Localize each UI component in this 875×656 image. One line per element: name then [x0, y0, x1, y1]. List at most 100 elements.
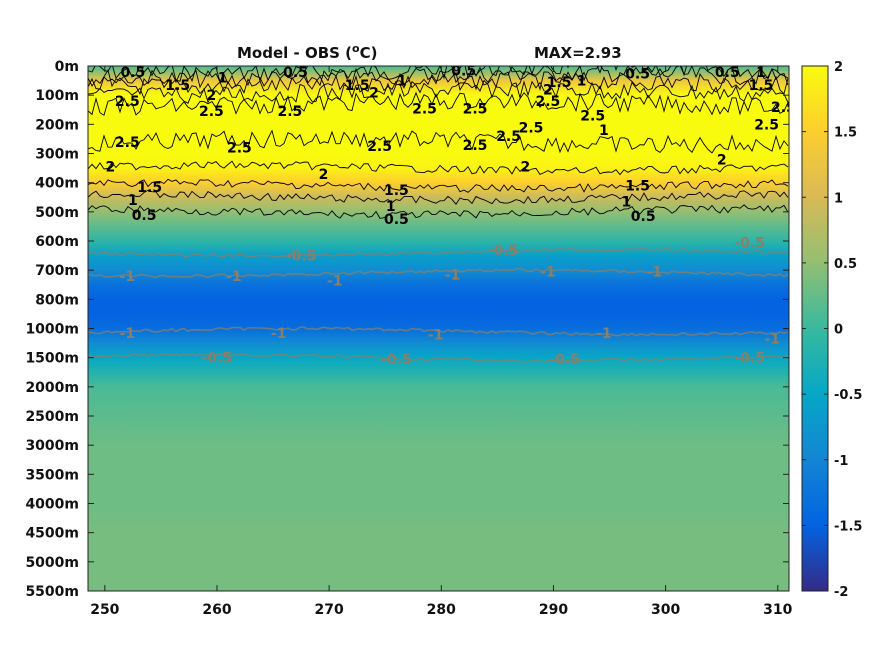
contour-label: -1 [764, 332, 780, 348]
contour-label: 2.5 [115, 94, 140, 110]
contour-label: -1 [540, 265, 556, 281]
contour-label: -1 [120, 326, 136, 342]
contour-label: -1 [271, 326, 287, 342]
x-tick-label: 270 [315, 602, 344, 618]
colorbar-tick-label: 2 [834, 60, 843, 75]
heatmap-field [88, 66, 789, 591]
contour-line-pos [88, 66, 789, 84]
y-tick-label: 100m [35, 88, 79, 104]
contour-label: -1 [327, 273, 343, 289]
x-tick-label: 250 [90, 602, 119, 618]
y-tick-label: 1500m [25, 351, 79, 367]
contour-line-neg [88, 267, 789, 279]
contour-label: -1 [445, 268, 461, 284]
contour-label: 2.5 [496, 129, 521, 145]
contour-label: 1 [599, 123, 609, 139]
contour-label: 1 [128, 193, 138, 209]
contour-label: 0.5 [715, 65, 740, 81]
contour-label: 2 [543, 82, 553, 98]
contour-label: 2.5 [754, 117, 779, 133]
contour-label: 2.5 [771, 100, 796, 116]
contour-line-pos [88, 160, 789, 176]
y-tick-label: 2000m [25, 380, 79, 396]
y-axis: 0m 100m 200m 300m 400m 500m 600m 700m 800m 1000m 1… [25, 59, 789, 600]
contour-label: -1 [226, 269, 242, 285]
contour-label: 1.5 [165, 78, 190, 94]
contour-label: -1 [596, 326, 612, 342]
contour-label: 2.5 [199, 104, 224, 120]
x-tick-label: 310 [763, 602, 792, 618]
contour-label: 2.5 [277, 104, 302, 120]
contour-label: 1 [218, 71, 228, 87]
contour-label: 0.5 [132, 208, 157, 224]
contour-label: 2 [319, 167, 329, 183]
y-tick-label: 700m [35, 263, 79, 279]
contour-label: 2 [521, 160, 531, 176]
contour-label: -0.5 [286, 249, 317, 265]
contour-label: 0.5 [625, 66, 650, 82]
colorbar-tick-label: 0 [834, 323, 843, 338]
x-axis: 250 260 270 280 290 300 310 [90, 66, 793, 618]
contour-label: 2 [369, 85, 379, 101]
y-tick-label: 4000m [25, 497, 79, 513]
contour-label: 1 [386, 199, 396, 215]
x-tick-label: 260 [202, 602, 231, 618]
colorbar [801, 65, 829, 592]
contour-label: 2.5 [227, 141, 252, 157]
y-tick-label: 300m [35, 147, 79, 163]
contour-label: 2 [207, 88, 217, 104]
contour-label: 1.5 [345, 78, 370, 94]
contour-label: 2 [717, 152, 727, 168]
contour-lines [88, 66, 789, 363]
contour-label: 0.5 [120, 65, 145, 81]
y-tick-label: 1000m [25, 322, 79, 338]
colorbar-tick-label: -1 [834, 454, 848, 469]
contour-label: 2.5 [519, 120, 544, 136]
contour-label: 2.5 [580, 109, 605, 125]
y-tick-label: 3500m [25, 467, 79, 483]
contour-label: -0.5 [488, 243, 519, 259]
contour-label: 2.5 [367, 139, 392, 155]
x-tick-label: 300 [651, 602, 680, 618]
colorbar-tick-label: -0.5 [834, 388, 862, 403]
colorbar-tick-label: 0.5 [834, 257, 857, 272]
contour-label: 1 [756, 65, 766, 81]
contour-label: 1 [577, 74, 587, 90]
contour-label: 1.5 [137, 180, 162, 196]
colorbar-tick-label: 1 [834, 191, 843, 206]
contour-label: 1.5 [749, 78, 774, 94]
contour-label: 2.5 [412, 101, 437, 117]
x-tick-label: 280 [427, 602, 456, 618]
contour-line-neg [88, 247, 789, 258]
contour-line-pos [88, 129, 789, 154]
x-tick-label: 290 [539, 602, 568, 618]
y-tick-label: 200m [35, 117, 79, 133]
contour-line-pos [88, 178, 789, 193]
y-tick-label: 400m [35, 176, 79, 192]
contour-line-pos [88, 91, 789, 116]
colorbar-tick-label: -1.5 [834, 519, 862, 534]
contour-label: 2.5 [463, 101, 488, 117]
y-tick-label: 800m [35, 292, 79, 308]
contour-label: -0.5 [734, 236, 765, 252]
contour-label: 0.5 [631, 209, 656, 225]
contour-label: -0.5 [381, 352, 412, 368]
contour-label: -0.5 [734, 351, 765, 367]
contour-label: 2.5 [115, 135, 140, 151]
contour-label: -0.5 [202, 351, 233, 367]
contour-label: 1.5 [384, 183, 409, 199]
y-tick-label: 600m [35, 234, 79, 250]
contour-label: 2.5 [463, 138, 488, 154]
y-tick-label: 0m [55, 59, 79, 75]
colorbar-tick-label: 1.5 [834, 126, 857, 141]
contour-label: 2 [106, 160, 116, 176]
colorbar-tick-label: -2 [834, 585, 848, 600]
contour-label: 0.5 [451, 63, 476, 79]
colorbar-ticks: 2 1.5 1 0.5 0 -0.5 -1 -1.5 -2 [802, 60, 862, 600]
max-value-label: MAX=2.93 [534, 44, 622, 62]
y-tick-label: 500m [35, 205, 79, 221]
contour-line-pos [88, 66, 789, 89]
contour-label: 2.5 [535, 94, 560, 110]
contour-line-pos [88, 189, 789, 205]
contour-label: -1 [647, 265, 663, 281]
